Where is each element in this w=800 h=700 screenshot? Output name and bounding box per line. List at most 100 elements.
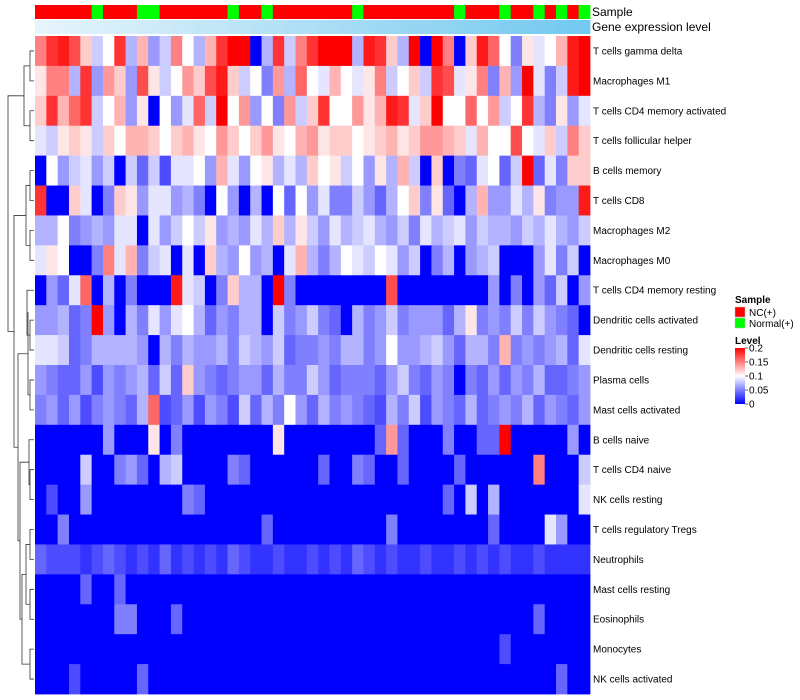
heatmap-cell (578, 155, 591, 186)
heatmap-cell (102, 305, 115, 336)
heatmap-cell (148, 185, 160, 216)
heatmap-cell (329, 454, 342, 486)
heatmap-cell (488, 95, 500, 127)
gene-level-annotation-cell (238, 20, 251, 34)
heatmap-cell (465, 155, 478, 186)
heatmap-cell (204, 544, 217, 575)
sample-annotation-cell (261, 5, 274, 19)
heatmap-cell (465, 544, 478, 575)
heatmap-cell (329, 365, 342, 396)
heatmap-cell (80, 36, 93, 67)
heatmap-cell (488, 604, 500, 635)
heatmap-cell (499, 574, 512, 605)
heatmap-cell (544, 155, 557, 186)
heatmap-cell (488, 574, 500, 605)
heatmap-cell (442, 185, 455, 216)
heatmap-cell (295, 335, 308, 366)
heatmap-cell (114, 185, 127, 216)
dendrogram-branch (29, 230, 34, 261)
heatmap-cell (204, 215, 217, 246)
heatmap-cell (533, 125, 546, 157)
heatmap-cell (35, 65, 47, 97)
heatmap-cell (35, 275, 47, 306)
heatmap-cell (114, 484, 127, 515)
heatmap-cell (272, 65, 285, 97)
heatmap-cell (363, 454, 376, 486)
heatmap-cell (454, 125, 466, 157)
heatmap-cell (261, 65, 274, 97)
heatmap-cell (567, 634, 580, 665)
heatmap-cell (284, 335, 296, 366)
heatmap-cell (544, 604, 557, 635)
heatmap-cell (159, 634, 172, 665)
heatmap-cell (476, 424, 489, 456)
sample-annotation-cell (454, 5, 466, 19)
heatmap-cell (261, 185, 274, 216)
heatmap-cell (544, 125, 557, 157)
heatmap-cell (170, 65, 183, 97)
heatmap-cell (533, 65, 546, 97)
heatmap-cell (340, 514, 353, 545)
heatmap-cell (306, 305, 319, 336)
heatmap-cell (284, 604, 296, 635)
heatmap-cell (488, 36, 500, 67)
heatmap-cell (386, 514, 398, 545)
heatmap-cell (408, 394, 421, 426)
heatmap-cell (91, 544, 104, 575)
gene-level-annotation-cell (499, 20, 512, 34)
heatmap-cell (465, 634, 478, 665)
heatmap-cell (306, 424, 319, 456)
heatmap-cell (454, 95, 466, 127)
heatmap-cell (136, 245, 149, 276)
heatmap-cell (91, 95, 104, 127)
row-label: NK cells resting (593, 495, 662, 506)
heatmap-cell (454, 305, 466, 336)
heatmap-cell (284, 394, 296, 426)
heatmap-cell (35, 36, 47, 67)
heatmap-cell (442, 544, 455, 575)
heatmap-cell (227, 394, 240, 426)
heatmap-cell (499, 125, 512, 157)
heatmap-cell (510, 574, 523, 605)
sample-annotation-cell (363, 5, 376, 19)
gene-level-annotation-cell (510, 20, 523, 34)
heatmap-cell (431, 544, 444, 575)
heatmap-cell (420, 454, 432, 486)
heatmap-cell (420, 155, 432, 186)
heatmap-cell (68, 365, 81, 396)
heatmap-cell (204, 335, 217, 366)
heatmap-cell (238, 335, 251, 366)
heatmap-cell (431, 305, 444, 336)
heatmap-cell (431, 125, 444, 157)
heatmap-cell (454, 275, 466, 306)
heatmap-cell (397, 36, 410, 67)
heatmap-cell (340, 664, 353, 695)
heatmap-cell (216, 514, 228, 545)
heatmap-cell (159, 574, 172, 605)
heatmap-cell (272, 275, 285, 306)
heatmap-cell (284, 514, 296, 545)
heatmap-cell (431, 245, 444, 276)
heatmap-cell (216, 95, 228, 127)
heatmap-cell (57, 365, 70, 396)
heatmap-cell (102, 365, 115, 396)
gene-level-annotation-cell (488, 20, 500, 34)
heatmap-cell (46, 394, 59, 426)
heatmap-cell (261, 604, 274, 635)
gene-level-annotation-cell (397, 20, 410, 34)
heatmap-cell (340, 335, 353, 366)
heatmap-cell (476, 245, 489, 276)
dendrogram-branch (29, 110, 34, 142)
heatmap-cell (284, 185, 296, 216)
heatmap-cell (238, 95, 251, 127)
heatmap-cell (272, 305, 285, 336)
heatmap-cell (250, 454, 262, 486)
heatmap-cell (420, 305, 432, 336)
heatmap-cell (272, 215, 285, 246)
heatmap-cell (80, 424, 93, 456)
heatmap-cell (363, 514, 376, 545)
sample-annotation-cell (91, 5, 104, 19)
heatmap-cell (227, 275, 240, 306)
heatmap-cell (488, 664, 500, 695)
heatmap-cell (567, 574, 580, 605)
